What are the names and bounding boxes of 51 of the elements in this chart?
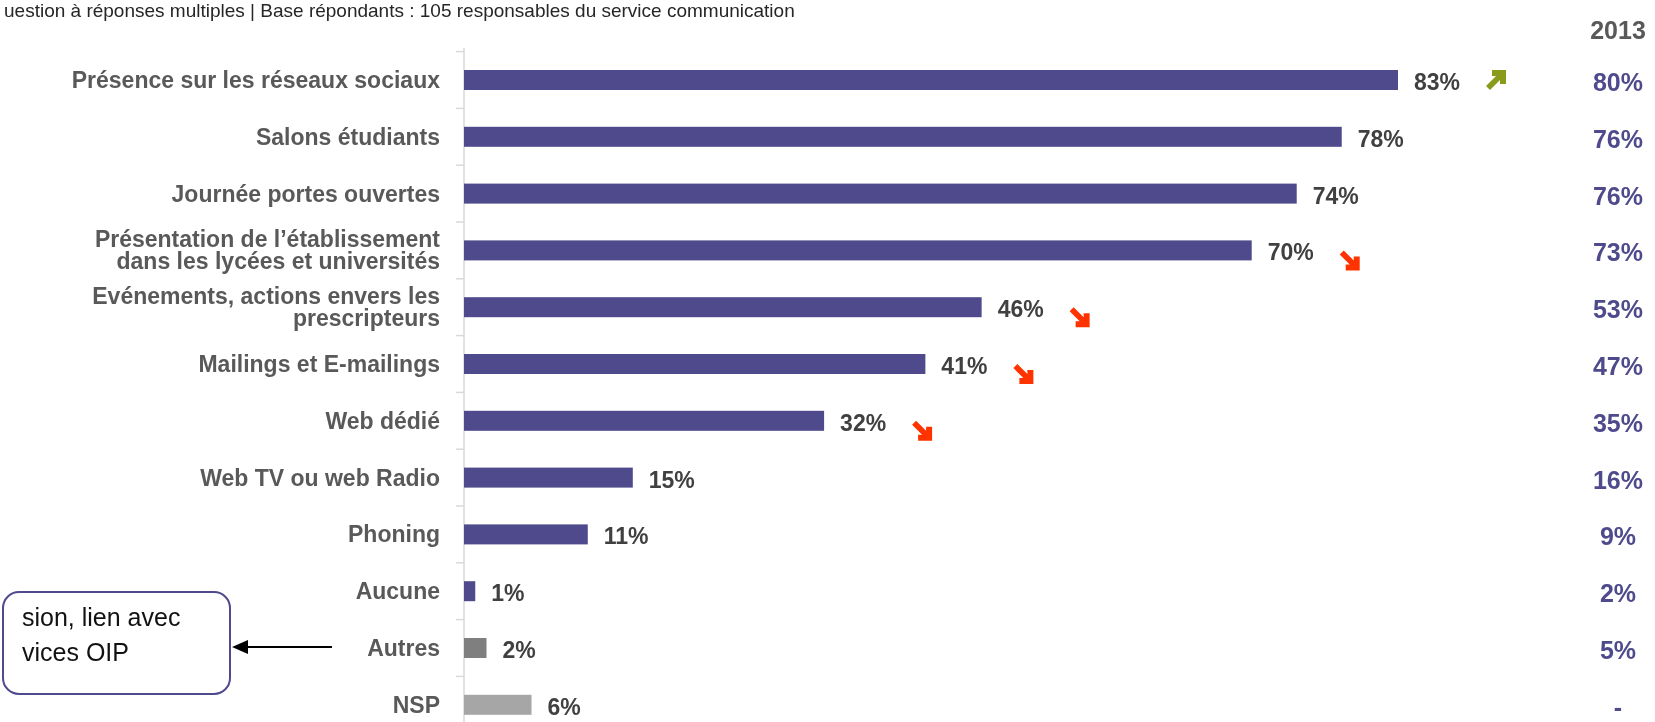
text: 5% <box>1599 636 1637 664</box>
text: 73% <box>1592 238 1644 267</box>
text: 76% <box>1592 124 1644 153</box>
y-tick-label: Autres <box>367 635 440 661</box>
data-label: 2% <box>502 637 536 663</box>
data-label: 78% <box>1357 125 1404 152</box>
data-label: 6% <box>547 693 581 720</box>
data-label: 70% <box>1267 239 1314 266</box>
text: 2% <box>1599 579 1637 608</box>
y-tick-label: Phoning <box>348 521 440 548</box>
y-tick-label: Web dédié <box>325 407 440 434</box>
data-label: 83% <box>1414 69 1461 95</box>
bar <box>464 354 926 374</box>
bar <box>464 70 1398 90</box>
text: - <box>1613 692 1623 721</box>
text: 35% <box>1592 408 1644 437</box>
text: sion, lien avec vices OIP <box>22 603 181 666</box>
y-tick-label: Mailings et E-mailings <box>198 351 440 377</box>
bar <box>464 524 588 545</box>
bar <box>464 410 825 431</box>
data-label: 11% <box>603 523 649 550</box>
y-tick-label: Journée portes ouvertes <box>171 180 440 207</box>
data-label: 74% <box>1312 182 1359 209</box>
y-tick-label: Salons étudiants <box>255 123 440 150</box>
data-label: 32% <box>840 409 887 436</box>
bar <box>464 638 487 658</box>
text: 53% <box>1592 295 1644 324</box>
bar <box>464 126 1342 147</box>
text: 16% <box>1592 465 1644 494</box>
text: 47% <box>1592 352 1644 380</box>
bar <box>464 467 633 488</box>
text: 80% <box>1592 68 1644 96</box>
bar <box>464 581 476 602</box>
data-label: 15% <box>648 466 695 493</box>
text: 2013 <box>1590 16 1646 44</box>
y-tick-label: Présence sur les réseaux sociaux <box>71 67 441 93</box>
text: 9% <box>1599 522 1637 551</box>
data-label: 41% <box>941 353 988 379</box>
data-label: 1% <box>491 580 525 607</box>
y-tick-label: Web TV ou web Radio <box>200 464 440 491</box>
bar <box>464 694 532 715</box>
y-tick-label: Evénements, actions envers les prescripteurs <box>92 283 440 332</box>
bar <box>464 297 982 318</box>
data-label: 46% <box>997 296 1044 323</box>
text: 76% <box>1592 181 1644 210</box>
text: uestion à réponses multiples | Base répondants : 105 responsables du service communication <box>4 0 795 21</box>
bar <box>464 240 1252 261</box>
bar <box>464 183 1297 204</box>
y-tick-label: Aucune <box>355 578 440 605</box>
y-tick-label: NSP <box>392 691 440 718</box>
y-tick-label: Présentation de l’établissement dans les lycées et universités <box>94 226 441 275</box>
